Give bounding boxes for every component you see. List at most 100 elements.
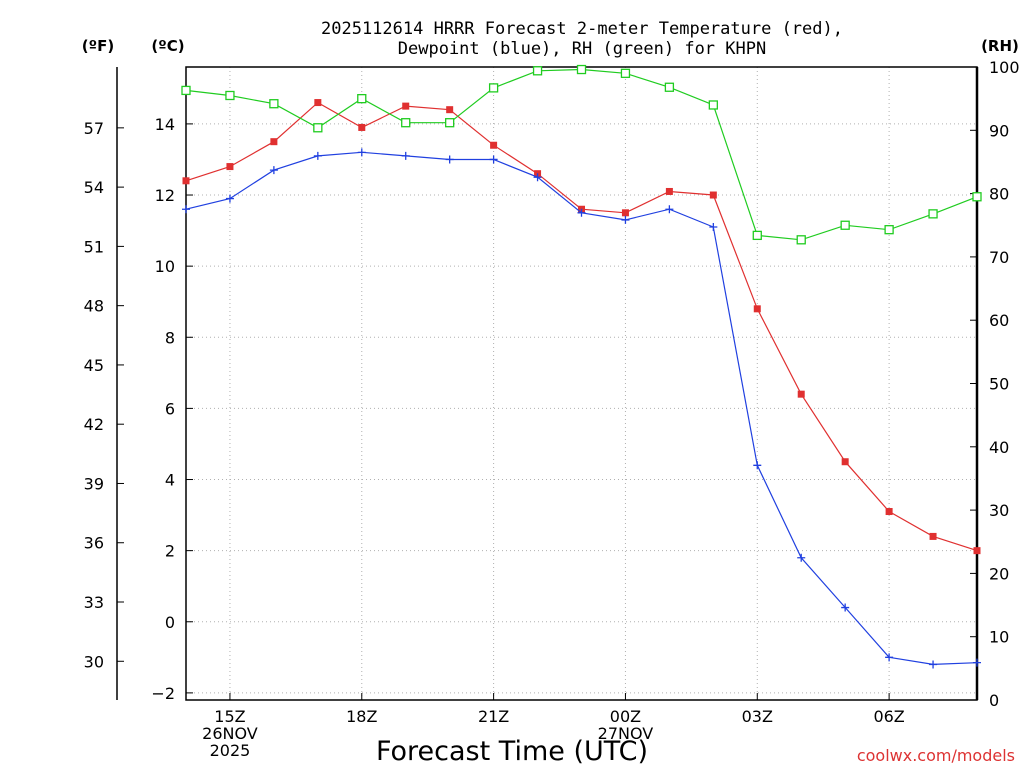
axis-layer: −2 0 2 4 6 8 10 12 14 30 33 36 39 42 45 48 51 54 57 0 10 20 30…: [84, 58, 1020, 760]
plot-frame: [185, 66, 978, 701]
rh-tick-label: 40: [989, 438, 1009, 457]
temperature-point: [226, 163, 234, 171]
rh-point: [620, 68, 631, 78]
dewpoint-point: [269, 166, 278, 175]
temperature-point: [314, 99, 322, 107]
celsius-unit-label: (ºC): [151, 37, 184, 55]
temperature-point: [402, 102, 410, 110]
dewpoint-point: [753, 461, 762, 470]
fahrenheit-tick-label: 30: [84, 652, 104, 671]
celsius-tick-label: 4: [165, 471, 175, 490]
temperature-point: [182, 177, 190, 185]
rh-point: [884, 225, 894, 235]
temperature-point: [885, 508, 893, 516]
celsius-tick-label: 8: [165, 328, 175, 347]
x-tick-label: 18Z: [346, 707, 377, 726]
x-tick-label: 15Z: [214, 707, 245, 726]
rh-tick-label: 50: [989, 375, 1009, 394]
x-tick-label: 03Z: [742, 707, 773, 726]
dewpoint-point: [621, 215, 630, 224]
fahrenheit-tick-label: 36: [84, 534, 104, 553]
rh-point: [972, 192, 982, 202]
rh-point: [488, 83, 499, 93]
x-tick-label: 06Z: [873, 707, 904, 726]
x-tick-label: 26NOV: [202, 724, 258, 743]
grid-layer: [186, 67, 977, 700]
dewpoint-point: [973, 658, 981, 667]
celsius-tick-label: 6: [165, 399, 175, 418]
fahrenheit-tick-label: 45: [84, 356, 104, 375]
dewpoint-point: [357, 148, 366, 157]
rh-point: [269, 99, 279, 109]
dewpoint-point: [797, 553, 806, 562]
rh-point: [664, 82, 675, 92]
temperature-point: [753, 305, 761, 313]
dewpoint-point: [401, 151, 410, 160]
rh-tick-label: 60: [989, 311, 1009, 330]
temperature-point: [621, 209, 629, 217]
celsius-tick-label: −2: [151, 684, 175, 703]
series-layer: [181, 64, 982, 669]
dewpoint-point: [709, 223, 718, 232]
rh-point: [928, 209, 938, 219]
rh-point: [708, 100, 718, 110]
rh-tick-label: 70: [989, 248, 1009, 267]
x-axis-label: Forecast Time (UTC): [376, 736, 648, 767]
dewpoint-point: [841, 603, 850, 612]
rh-tick-label: 10: [989, 628, 1009, 647]
dewpoint-point: [929, 660, 938, 669]
dewpoint-point: [577, 208, 586, 217]
dewpoint-point: [445, 155, 454, 164]
rh-tick-label: 90: [989, 121, 1009, 140]
rh-point: [225, 90, 235, 101]
fahrenheit-unit-label: (ºF): [82, 37, 114, 55]
rh-point: [576, 64, 587, 75]
temperature-point: [973, 547, 981, 555]
rh-point: [445, 118, 455, 128]
chart-title-line2: Dewpoint (blue), RH (green) for KHPN: [398, 39, 766, 59]
rh-point: [796, 235, 806, 245]
temperature-point: [270, 138, 278, 146]
dewpoint-point: [225, 194, 234, 203]
celsius-tick-label: 12: [155, 186, 175, 205]
rh-tick-label: 80: [989, 185, 1009, 204]
rh-point: [840, 220, 850, 230]
temperature-point: [929, 532, 937, 540]
temperature-point: [709, 191, 717, 199]
fahrenheit-tick-label: 39: [84, 474, 104, 493]
temperature-line: [185, 101, 978, 552]
rh-tick-label: 20: [989, 564, 1009, 583]
x-tick-label: 27NOV: [598, 724, 654, 743]
temperature-point: [358, 123, 366, 131]
celsius-tick-label: 14: [155, 115, 175, 134]
fahrenheit-tick-label: 42: [84, 415, 104, 434]
dewpoint-point: [182, 205, 190, 214]
rh-tick-label: 0: [989, 691, 999, 710]
dewpoint-point: [313, 151, 322, 160]
celsius-tick-label: 2: [165, 542, 175, 561]
fahrenheit-tick-label: 51: [84, 237, 104, 256]
fahrenheit-tick-label: 33: [84, 593, 104, 612]
rh-point: [401, 118, 411, 128]
dewpoint-point: [489, 155, 498, 164]
temperature-point: [446, 106, 454, 114]
chart-title-line1: 2025112614 HRRR Forecast 2-meter Tempera…: [321, 19, 843, 39]
rh-point: [532, 66, 543, 76]
temperature-point: [665, 187, 673, 195]
celsius-tick-label: 10: [155, 257, 175, 276]
dewpoint-point: [533, 173, 542, 182]
rh-tick-label: 100: [989, 58, 1020, 77]
x-tick-label: 2025: [210, 741, 251, 760]
temperature-point: [797, 390, 805, 398]
celsius-tick-label: 0: [165, 613, 175, 632]
rh-unit-label: (RH): [981, 37, 1019, 55]
fahrenheit-tick-label: 57: [84, 119, 104, 138]
dewpoint-point: [665, 205, 674, 214]
rh-point: [181, 85, 191, 96]
fahrenheit-tick-label: 48: [84, 297, 104, 316]
x-tick-label: 21Z: [478, 707, 509, 726]
rh-point: [752, 230, 762, 241]
dewpoint-point: [885, 653, 894, 662]
watermark: coolwx.com/models: [857, 746, 1015, 765]
